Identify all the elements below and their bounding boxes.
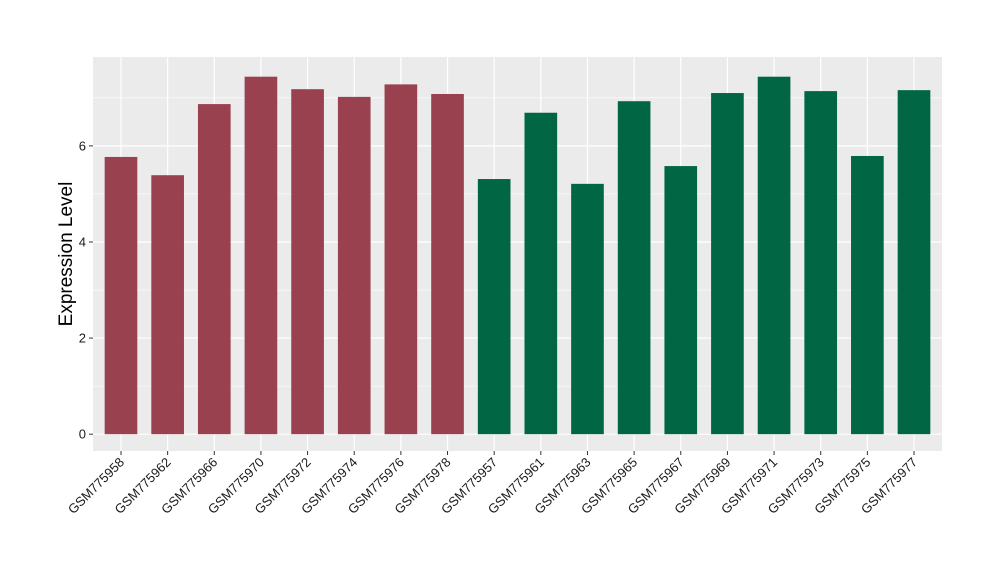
bars <box>104 76 931 435</box>
bar-GSM775962 <box>151 175 184 435</box>
y-axis-title: Expression Level <box>56 182 77 327</box>
bar-GSM775970 <box>244 76 278 435</box>
bar-GSM775973 <box>804 91 838 435</box>
y-tick-label: 0 <box>79 427 86 442</box>
x-axis: GSM775958GSM775962GSM775966GSM775970GSM7… <box>65 451 920 517</box>
bar-GSM775972 <box>291 89 324 435</box>
plot-panel <box>93 57 942 451</box>
y-tick-label: 6 <box>79 138 86 153</box>
bar-GSM775977 <box>897 90 931 435</box>
bar-GSM775957 <box>477 179 511 435</box>
bar-GSM775971 <box>757 76 791 435</box>
minor-gridlines <box>93 97 942 387</box>
bar-GSM775969 <box>711 93 744 435</box>
bar-GSM775967 <box>664 166 698 435</box>
bar-GSM775965 <box>617 101 651 435</box>
y-tick-label: 4 <box>79 234 86 249</box>
y-tick-label: 2 <box>79 331 86 346</box>
bar-GSM775975 <box>851 155 884 435</box>
bar-GSM775966 <box>197 104 231 435</box>
bar-GSM775963 <box>571 183 604 435</box>
bar-GSM775958 <box>104 156 138 435</box>
bar-GSM775961 <box>524 112 558 435</box>
bar-GSM775976 <box>384 84 418 435</box>
y-axis: 0 2 4 6 <box>79 138 93 442</box>
bar-GSM775974 <box>337 96 371 435</box>
bar-GSM775978 <box>431 93 464 435</box>
